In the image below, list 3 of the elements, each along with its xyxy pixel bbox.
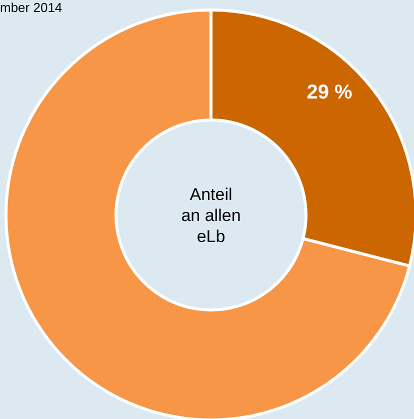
text: Anteil an allen eLb bbox=[181, 185, 241, 246]
data-label: 29 % bbox=[306, 81, 353, 104]
chart-title: mber 2014 bbox=[0, 0, 62, 15]
